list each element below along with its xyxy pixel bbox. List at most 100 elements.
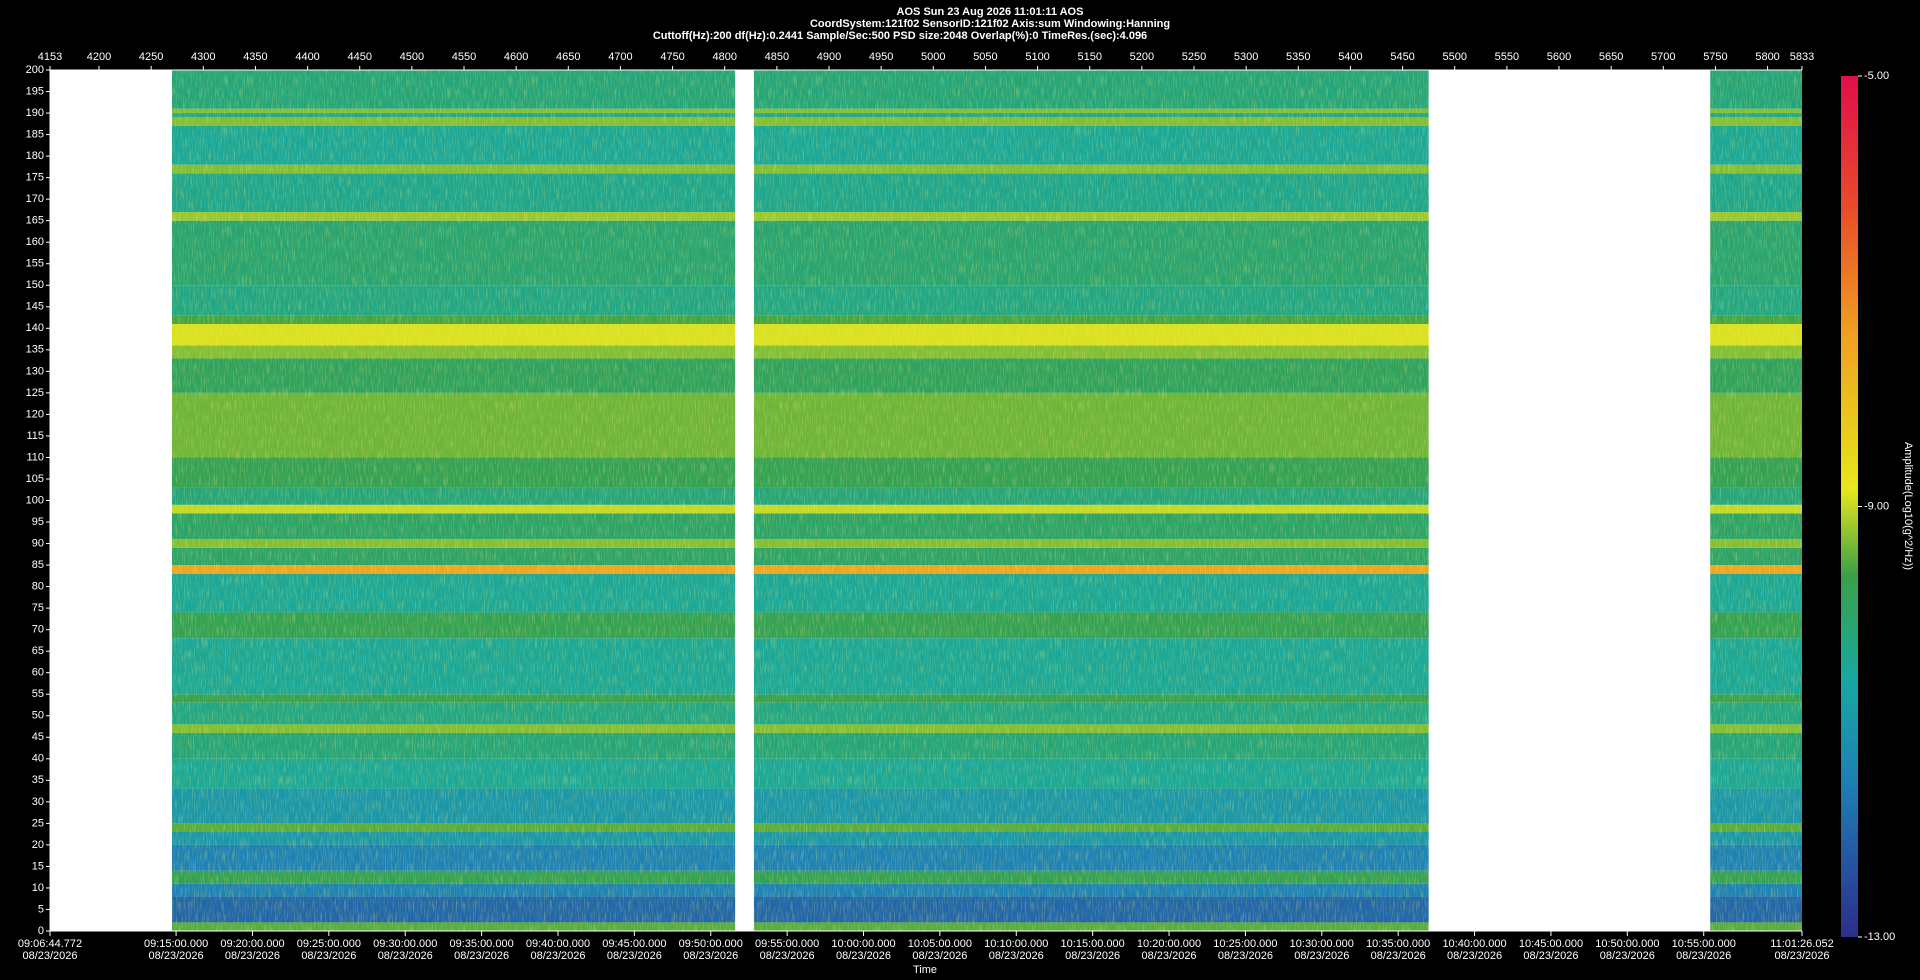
x2-tick-label: 5400 (1338, 51, 1362, 63)
x2-tick-label: 4900 (817, 51, 841, 63)
x-tick-label: 09:55:00.000 (755, 938, 819, 950)
x2-tick-label: 5800 (1755, 51, 1779, 63)
y-tick-label: 90 (32, 537, 44, 549)
x2-tick-label: 4300 (191, 51, 215, 63)
chart-subtitle: CoordSystem:121f02 SensorID:121f02 Axis:… (810, 18, 1170, 30)
x-tick-label: 10:10:00.000 (984, 938, 1048, 950)
y-tick-label: 135 (26, 344, 44, 356)
y-tick-label: 195 (26, 85, 44, 97)
colorbar-label: Amplitude(Log10(g^2/Hz)) (1902, 442, 1914, 570)
x2-tick-label: 4400 (295, 51, 319, 63)
y-tick-label: 35 (32, 774, 44, 786)
chart-title: AOS Sun 23 Aug 2026 11:01:11 AOS (897, 6, 1084, 18)
y-tick-label: 15 (32, 860, 44, 872)
y-tick-label: 80 (32, 581, 44, 593)
x-tick-label: 09:40:00.000 (526, 938, 590, 950)
x2-tick-label: 4200 (87, 51, 111, 63)
x-tick-label: 10:45:00.000 (1519, 938, 1583, 950)
chart-subtitle: Cuttoff(Hz):200 df(Hz):0.2441 Sample/Sec… (653, 30, 1147, 42)
x2-tick-label: 5200 (1130, 51, 1154, 63)
y-tick-label: 155 (26, 258, 44, 270)
x2-tick-label: 4450 (347, 51, 371, 63)
x-tick-date: 08/23/2026 (454, 950, 509, 962)
x-tick-label: 09:25:00.000 (297, 938, 361, 950)
x2-tick-label: 4600 (504, 51, 528, 63)
colorbar (1841, 76, 1858, 937)
y-tick-label: 170 (26, 193, 44, 205)
y-tick-label: 185 (26, 128, 44, 140)
x2-tick-label: 5650 (1599, 51, 1623, 63)
y-tick-label: 55 (32, 688, 44, 700)
x-tick-label: 10:35:00.000 (1366, 938, 1430, 950)
colorbar-tick-label: -13.00 (1864, 931, 1895, 943)
y-tick-label: 120 (26, 408, 44, 420)
x-tick-label: 10:55:00.000 (1672, 938, 1736, 950)
x2-tick-label: 5300 (1234, 51, 1258, 63)
texture (1710, 70, 1802, 931)
x2-tick-label: 4750 (660, 51, 684, 63)
x2-tick-label: 5250 (1182, 51, 1206, 63)
y-tick-label: 110 (26, 451, 44, 463)
x-tick-date: 08/23/2026 (760, 950, 815, 962)
x2-tick-label: 5050 (973, 51, 997, 63)
x-tick-date: 08/23/2026 (1447, 950, 1502, 962)
y-tick-label: 75 (32, 602, 44, 614)
x-tick-label: 10:00:00.000 (831, 938, 895, 950)
y-tick-label: 105 (26, 473, 44, 485)
x-tick-label: 10:05:00.000 (908, 938, 972, 950)
texture (172, 70, 736, 931)
data-segment (172, 70, 736, 931)
y-tick-label: 50 (32, 710, 44, 722)
x-tick-date: 08/23/2026 (1218, 950, 1273, 962)
y-tick-label: 65 (32, 645, 44, 657)
y-tick-label: 25 (32, 817, 44, 829)
y-tick-label: 60 (32, 667, 44, 679)
x-tick-label: 09:45:00.000 (602, 938, 666, 950)
x-tick-date: 08/23/2026 (836, 950, 891, 962)
x-tick-date: 08/23/2026 (1142, 950, 1197, 962)
x-tick-date: 08/23/2026 (1065, 950, 1120, 962)
y-tick-label: 130 (26, 365, 44, 377)
y-tick-label: 125 (26, 387, 44, 399)
x2-tick-label: 4153 (38, 51, 62, 63)
y-tick-label: 165 (26, 215, 44, 227)
x-tick-label: 10:50:00.000 (1595, 938, 1659, 950)
x-tick-label: 09:35:00.000 (449, 938, 513, 950)
x2-tick-label: 4850 (765, 51, 789, 63)
x2-tick-label: 4700 (608, 51, 632, 63)
x2-tick-label: 4950 (869, 51, 893, 63)
y-tick-label: 140 (26, 322, 44, 334)
x-tick-date: 08/23/2026 (530, 950, 585, 962)
x2-tick-label: 4650 (556, 51, 580, 63)
x2-tick-label: 5150 (1077, 51, 1101, 63)
x-tick-label: 10:15:00.000 (1061, 938, 1125, 950)
x2-tick-label: 4250 (139, 51, 163, 63)
x2-tick-label: 4350 (243, 51, 267, 63)
data-segment (753, 70, 1429, 931)
y-tick-label: 200 (26, 64, 44, 76)
x-tick-date: 08/23/2026 (301, 950, 356, 962)
x-tick-label: 11:01:26.052 (1770, 938, 1833, 950)
y-tick-label: 175 (26, 172, 44, 184)
x-tick-label: 09:30:00.000 (373, 938, 437, 950)
x-tick-label: 10:30:00.000 (1290, 938, 1354, 950)
x2-tick-label: 5500 (1442, 51, 1466, 63)
y-tick-label: 115 (26, 430, 44, 442)
x2-tick-label: 5000 (921, 51, 945, 63)
x-tick-date: 08/23/2026 (378, 950, 433, 962)
y-tick-label: 160 (26, 236, 44, 248)
x-tick-date: 08/23/2026 (989, 950, 1044, 962)
x-tick-label: 09:50:00.000 (679, 938, 743, 950)
x-tick-date: 08/23/2026 (1600, 950, 1655, 962)
x-tick-date: 08/23/2026 (1371, 950, 1426, 962)
x2-tick-label: 5750 (1703, 51, 1727, 63)
x-tick-date: 08/23/2026 (683, 950, 738, 962)
x-tick-date: 08/23/2026 (22, 950, 77, 962)
x2-tick-label: 5100 (1025, 51, 1049, 63)
x2-tick-label: 4800 (712, 51, 736, 63)
y-tick-label: 190 (26, 107, 44, 119)
y-tick-label: 85 (32, 559, 44, 571)
x-tick-label: 10:20:00.000 (1137, 938, 1201, 950)
x2-tick-label: 4550 (452, 51, 476, 63)
